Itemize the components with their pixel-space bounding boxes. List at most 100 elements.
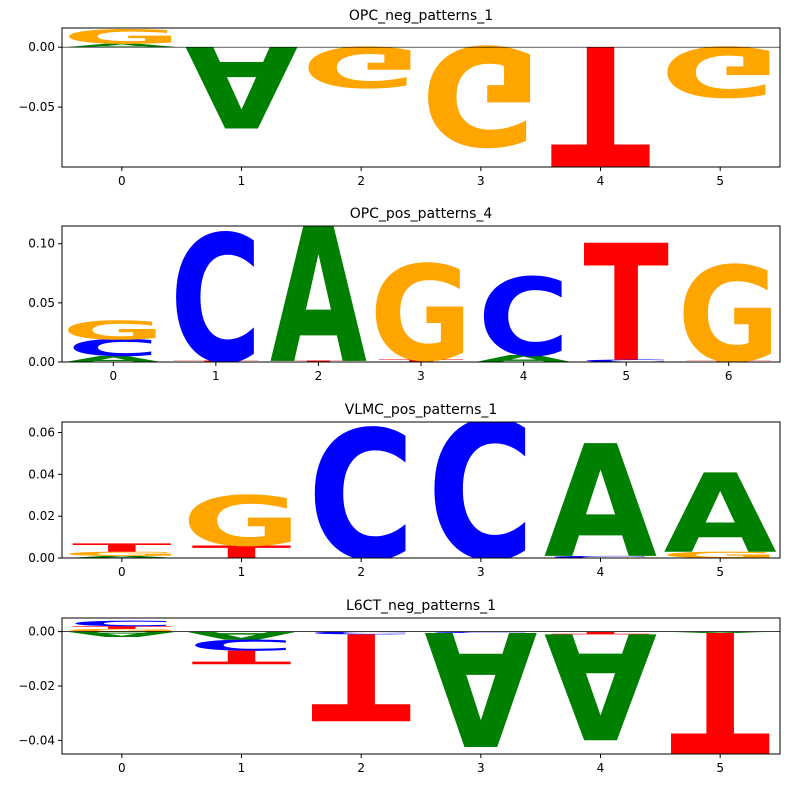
logo-letter-C: C	[68, 619, 175, 628]
letters: AG A G G T G	[62, 8, 780, 201]
x-tick-label: 4	[597, 565, 605, 579]
logo-letter-A: A	[475, 353, 572, 364]
panel-title: OPC_neg_patterns_1	[349, 8, 493, 24]
x-tick-label: 1	[238, 174, 246, 188]
logo-letter-G: G	[62, 25, 182, 48]
logo-letter-G: G	[660, 550, 780, 560]
x-tick-label: 3	[477, 174, 485, 188]
logo-letter-T: T	[551, 631, 651, 635]
logo-letter-A: A	[664, 631, 777, 633]
x-tick-label: 4	[520, 369, 528, 383]
logo-letter-A: A	[544, 412, 657, 593]
logo-letter-C: C	[307, 394, 414, 600]
logo-letter-A: A	[270, 185, 367, 407]
logo-panel-0: OPC_neg_patterns_1AG A G G T G0 1 2 3 4 50.00−0.05	[18, 8, 781, 201]
x-tick-label: 2	[357, 761, 365, 775]
logo-letter-T: T	[72, 541, 172, 554]
logo-letter-G: G	[62, 551, 182, 558]
panel-title: L6CT_neg_patterns_1	[346, 598, 496, 614]
x-tick-label: 6	[725, 369, 733, 383]
logo-letter-T: T	[551, 8, 651, 201]
logo-letter-G: G	[62, 316, 165, 346]
panel-title: VLMC_pos_patterns_1	[345, 402, 498, 418]
logo-letter-T: T	[72, 625, 172, 629]
y-tick-label: −0.02	[18, 679, 55, 693]
logo-letter-G: G	[181, 482, 301, 562]
logo-letter-C: C	[427, 631, 534, 633]
x-tick-label: 3	[477, 565, 485, 579]
logo-letter-C: C	[188, 636, 295, 653]
logo-letter-A: A	[424, 596, 537, 779]
logo-letter-G: G	[301, 34, 421, 99]
x-tick-label: 5	[716, 761, 724, 775]
logo-letter-C: C	[67, 335, 159, 361]
x-tick-label: 4	[597, 174, 605, 188]
y-tick-label: 0.04	[28, 467, 55, 481]
logo-letter-A: A	[544, 599, 657, 767]
logo-letter-C: C	[478, 257, 570, 381]
x-tick-label: 1	[238, 565, 246, 579]
logo-letter-A: A	[65, 355, 162, 364]
logo-letter-T: T	[378, 359, 464, 363]
logo-letter-G: G	[421, 14, 541, 172]
logo-letter-T: T	[192, 542, 292, 562]
y-tick-label: 0.06	[28, 425, 55, 439]
logo-letter-G: G	[62, 628, 182, 632]
x-tick-label: 0	[118, 761, 126, 775]
logo-letter-C: C	[307, 631, 414, 635]
x-tick-label: 0	[118, 565, 126, 579]
x-tick-label: 4	[597, 761, 605, 775]
x-tick-label: 5	[622, 369, 630, 383]
letters: AGT TG C C CA GA	[62, 382, 780, 602]
logo-letter-C: C	[170, 199, 262, 402]
x-tick-label: 0	[118, 174, 126, 188]
y-tick-label: 0.02	[28, 509, 55, 523]
x-tick-label: 1	[238, 761, 246, 775]
x-tick-label: 0	[109, 369, 117, 383]
x-tick-label: 2	[315, 369, 323, 383]
axes-frame	[61, 421, 781, 559]
logo-letter-T: T	[670, 592, 770, 789]
logo-letter-T: T	[276, 361, 362, 363]
logo-letter-T: T	[583, 210, 669, 397]
y-tick-label: −0.05	[18, 100, 55, 114]
x-tick-label: 1	[212, 369, 220, 383]
x-tick-label: 5	[716, 565, 724, 579]
logo-letter-T: T	[686, 361, 772, 363]
logo-letter-C: C	[580, 359, 672, 363]
logo-letter-A: A	[185, 629, 298, 642]
logo-letter-G: G	[660, 31, 780, 111]
logo-letter-A: A	[65, 43, 178, 49]
y-tick-label: 0.05	[28, 296, 55, 310]
x-tick-label: 2	[357, 565, 365, 579]
panel-title: OPC_pos_patterns_4	[350, 206, 493, 222]
logo-letter-T: T	[311, 606, 411, 745]
logo-letter-G: G	[370, 239, 473, 391]
logo-letter-A: A	[65, 555, 178, 558]
axes-frame	[61, 27, 781, 168]
y-tick-label: 0.00	[28, 40, 55, 54]
x-tick-label: 3	[477, 761, 485, 775]
y-tick-label: −0.04	[18, 733, 55, 747]
y-tick-label: 0.00	[28, 551, 55, 565]
logo-letter-A: A	[65, 630, 178, 639]
y-tick-label: 0.00	[28, 355, 55, 369]
x-tick-label: 2	[357, 174, 365, 188]
logo-letter-C: C	[427, 382, 534, 602]
logo-letter-G: G	[677, 240, 780, 392]
logo-letter-A: A	[664, 451, 777, 578]
logo-letter-A: A	[185, 21, 299, 151]
logo-letter-T: T	[173, 361, 259, 363]
y-tick-label: 0.10	[28, 237, 55, 251]
x-tick-label: 5	[716, 174, 724, 188]
y-tick-label: 0.00	[28, 625, 55, 639]
logo-letter-T: T	[192, 646, 292, 668]
x-tick-label: 3	[417, 369, 425, 383]
